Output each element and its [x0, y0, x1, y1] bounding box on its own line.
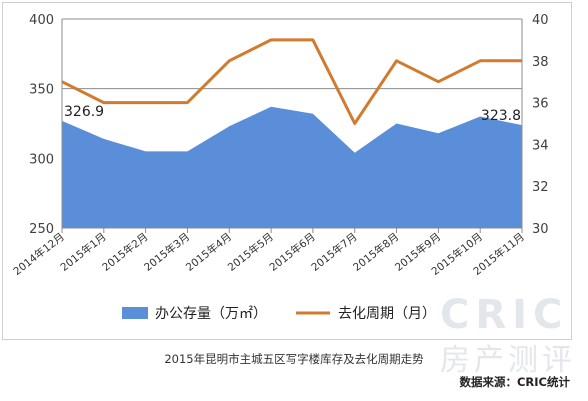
x-tick-label: 2015年5月 [225, 230, 276, 274]
right-tick-label: 40 [532, 13, 549, 28]
left-tick-label: 400 [29, 13, 54, 28]
x-tick-label: 2015年4月 [183, 230, 234, 274]
legend: 办公存量（万㎡） 去化周期（月） [122, 306, 436, 322]
x-tick-label: 2015年6月 [267, 230, 318, 274]
legend-label-cycle: 去化周期（月） [338, 306, 436, 322]
x-tick-label: 2015年2月 [100, 230, 151, 274]
right-tick-label: 34 [532, 138, 549, 153]
stock-area-series [61, 106, 523, 228]
data-source: 数据来源：CRIC统计 [459, 375, 570, 389]
data-labels: 326.9 323.8 [64, 104, 521, 124]
left-tick-label: 250 [29, 222, 54, 237]
watermark-logo: CRIC [440, 292, 569, 338]
right-tick-label: 38 [532, 55, 549, 70]
x-tick-label: 2015年3月 [141, 230, 192, 274]
right-tick-label: 36 [532, 97, 549, 112]
x-tick-label: 2015年1月 [58, 230, 109, 274]
left-tick-label: 350 [29, 83, 54, 98]
legend-swatch-stock [122, 307, 148, 319]
x-tick-label: 2014年12月 [11, 230, 67, 278]
right-tick-label: 32 [532, 180, 549, 195]
stock-area [62, 106, 522, 228]
data-label: 323.8 [481, 108, 521, 124]
watermark-text: 房产测评 [440, 343, 576, 378]
left-tick-label: 300 [29, 152, 54, 167]
chart: 2503003504003032343638402014年12月2015年1月2… [11, 13, 549, 322]
chart-title: 2015年昆明市主城五区写字楼库存及去化周期走势 [164, 352, 424, 366]
legend-label-stock: 办公存量（万㎡） [155, 306, 267, 322]
data-label: 326.9 [64, 104, 104, 120]
cycle-line [61, 38, 522, 125]
right-tick-label: 30 [532, 222, 549, 237]
cycle-line-series [61, 38, 523, 125]
x-tick-label: 2015年7月 [309, 230, 360, 274]
x-tick-label: 2015年8月 [351, 230, 402, 274]
